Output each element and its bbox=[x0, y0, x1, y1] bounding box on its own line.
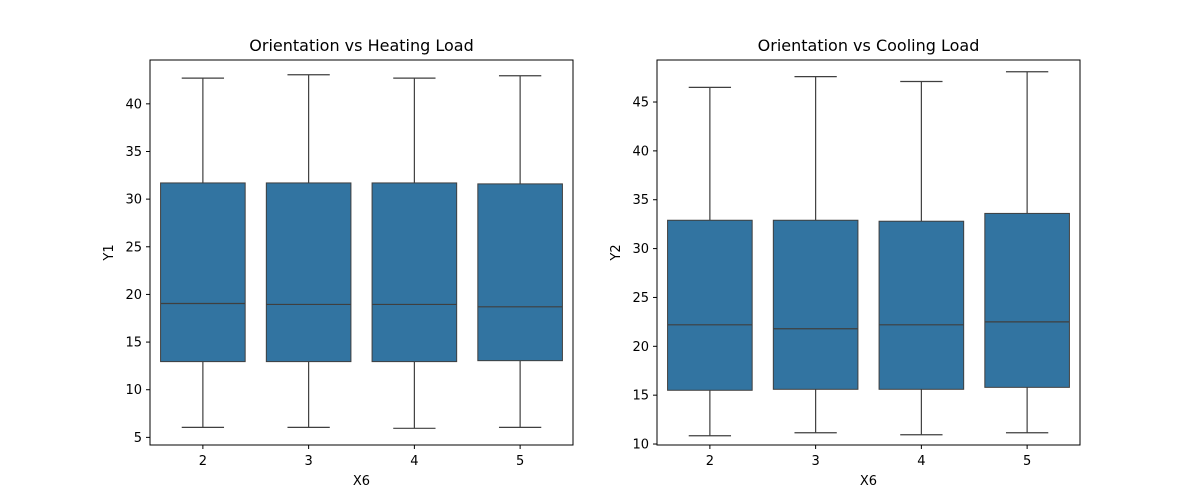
y-axis-label: Y2 bbox=[609, 244, 624, 261]
iqr-box bbox=[772, 219, 859, 390]
y-tick-label: 35 bbox=[125, 145, 142, 160]
x-tick-label: 5 bbox=[1023, 454, 1031, 469]
y-tick-label: 25 bbox=[125, 240, 142, 255]
x-axis-label: X6 bbox=[860, 474, 877, 489]
cooling-load-chart: Orientation vs Cooling Load1015202530354… bbox=[609, 36, 1081, 489]
iqr-box bbox=[667, 219, 753, 391]
x-tick-label: 4 bbox=[917, 454, 925, 469]
y-tick-label: 40 bbox=[632, 144, 649, 159]
iqr-box bbox=[265, 182, 352, 363]
iqr-box bbox=[371, 182, 458, 363]
y-tick-label: 30 bbox=[125, 193, 142, 208]
chart-title: Orientation vs Heating Load bbox=[249, 36, 473, 55]
y-tick-label: 25 bbox=[632, 291, 649, 306]
y-tick-label: 20 bbox=[632, 340, 649, 355]
x-tick-label: 2 bbox=[199, 454, 207, 469]
y-tick-label: 5 bbox=[134, 431, 142, 446]
y-tick-label: 10 bbox=[125, 383, 142, 398]
iqr-box bbox=[878, 220, 965, 390]
x-tick-label: 4 bbox=[410, 454, 418, 469]
plot-frame bbox=[149, 59, 574, 446]
y-axis-label: Y1 bbox=[102, 244, 117, 261]
x-tick-label: 3 bbox=[811, 454, 819, 469]
x-tick-label: 5 bbox=[516, 454, 524, 469]
y-tick-label: 15 bbox=[125, 336, 142, 351]
y-tick-label: 15 bbox=[632, 389, 649, 404]
y-tick-label: 20 bbox=[125, 288, 142, 303]
y-tick-label: 35 bbox=[632, 193, 649, 208]
y-tick-label: 45 bbox=[632, 96, 649, 111]
y-tick-label: 40 bbox=[125, 97, 142, 112]
plot-frame bbox=[656, 59, 1081, 446]
heating-load-chart: Orientation vs Heating Load5101520253035… bbox=[102, 36, 574, 489]
y-tick-label: 10 bbox=[632, 438, 649, 453]
iqr-box bbox=[160, 182, 246, 363]
y-tick-label: 30 bbox=[632, 242, 649, 257]
iqr-box bbox=[984, 212, 1070, 388]
chart-title: Orientation vs Cooling Load bbox=[758, 36, 980, 55]
x-axis-label: X6 bbox=[353, 474, 370, 489]
iqr-box bbox=[477, 183, 563, 362]
x-tick-label: 3 bbox=[304, 454, 312, 469]
x-tick-label: 2 bbox=[706, 454, 714, 469]
